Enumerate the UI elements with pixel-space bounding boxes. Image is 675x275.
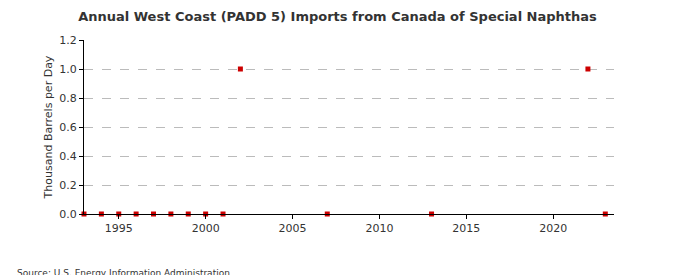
svg-text:2000: 2000: [192, 222, 220, 235]
svg-text:Thousand Barrels per Day: Thousand Barrels per Day: [42, 55, 55, 199]
svg-text:1995: 1995: [105, 222, 133, 235]
svg-text:0.6: 0.6: [59, 121, 77, 134]
svg-text:0.4: 0.4: [59, 150, 77, 163]
svg-text:0.0: 0.0: [59, 208, 77, 221]
svg-text:0.8: 0.8: [59, 92, 77, 105]
svg-text:1.0: 1.0: [59, 63, 77, 76]
svg-text:2005: 2005: [279, 222, 307, 235]
svg-text:2015: 2015: [452, 222, 480, 235]
svg-text:Source: U.S. Energy Informatio: Source: U.S. Energy Information Administ…: [17, 268, 230, 275]
svg-text:0.2: 0.2: [59, 179, 77, 192]
svg-text:2020: 2020: [539, 222, 567, 235]
svg-text:Annual West Coast (PADD 5) Imp: Annual West Coast (PADD 5) Imports from …: [78, 9, 597, 24]
svg-text:1.2: 1.2: [59, 34, 77, 47]
svg-text:2010: 2010: [365, 222, 393, 235]
